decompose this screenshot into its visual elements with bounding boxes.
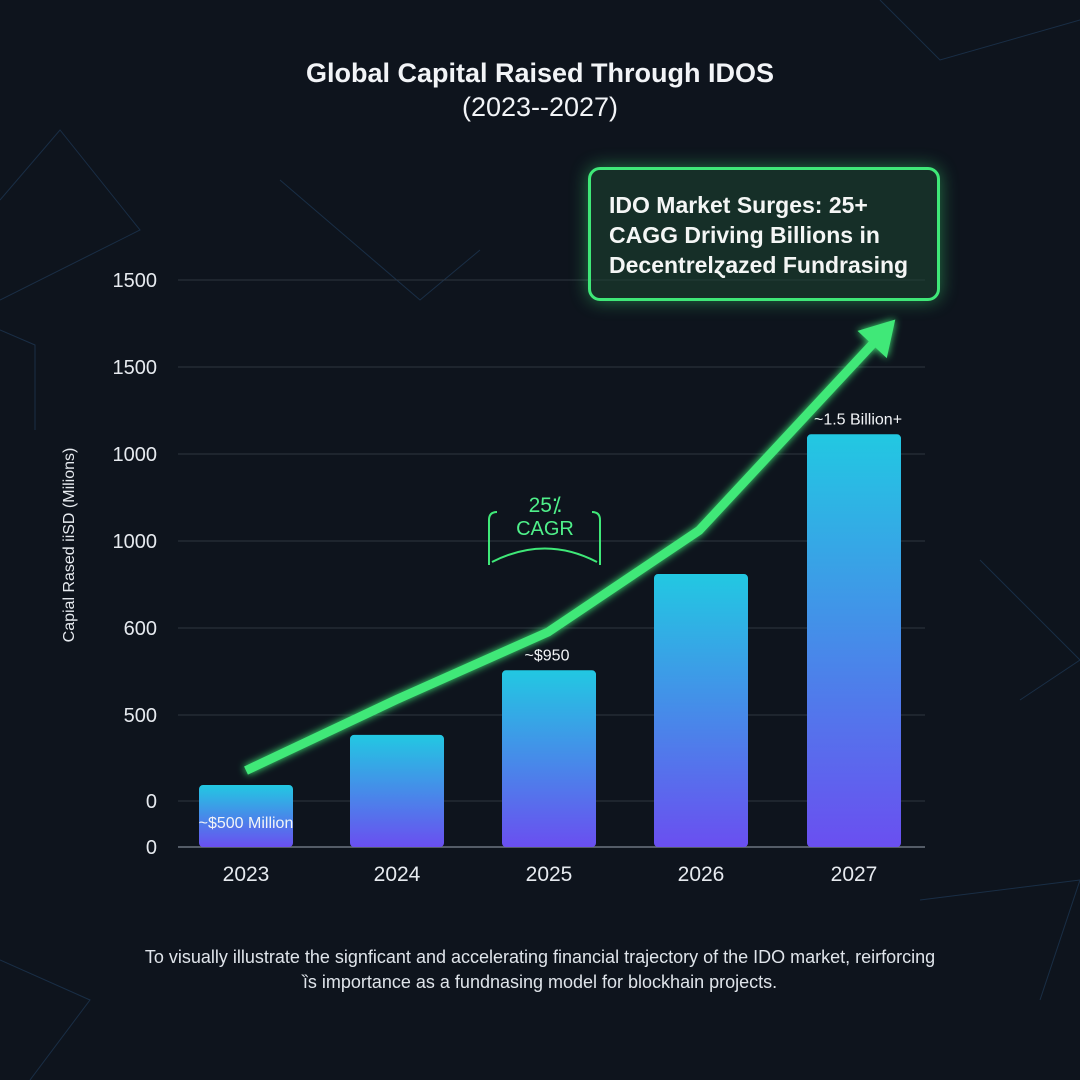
- x-tick-label: 2027: [831, 863, 878, 886]
- cagr-label: CAGR: [516, 518, 574, 540]
- bar-2027: [807, 434, 901, 847]
- y-tick-label: 1000: [113, 531, 158, 553]
- callout-line: CAGG Driving Billions in: [609, 222, 880, 248]
- y-tick-label: 1000: [113, 444, 158, 466]
- cagr-value: 25⁒: [529, 494, 562, 517]
- y-tick-label: 0: [146, 791, 157, 813]
- bar-value-label: ~$500 Million: [199, 815, 294, 832]
- y-tick-label: 0: [146, 837, 157, 859]
- bar-2023: [199, 785, 293, 847]
- trend-line: [244, 332, 884, 775]
- bar-2025: [502, 670, 596, 847]
- callout-line: IDO Market Surges: 25+: [609, 192, 868, 218]
- y-tick-label: 1500: [113, 357, 158, 379]
- trend-arrowhead-icon: [857, 319, 896, 359]
- y-axis-label: Capial Rased iiSD (Milions): [61, 448, 78, 643]
- y-tick-label: 1500: [113, 270, 158, 292]
- chart-subtitle: (2023--2027): [461, 92, 619, 122]
- caption-line-2: ȉs importance as a fundnasing model for …: [302, 972, 778, 992]
- callout-box: IDO Market Surges: 25+ CAGG Driving Bill…: [588, 167, 940, 301]
- x-tick-label: 2026: [678, 863, 725, 886]
- x-tick-label: 2025: [526, 863, 573, 886]
- chart-title: Global Capital Raised Through IDOS: [305, 58, 775, 88]
- x-tick-label: 2023: [223, 863, 270, 886]
- bar-value-label: ~1.5 Billion+: [814, 411, 902, 428]
- callout-line: Decentrelɀazed Fundrasing: [609, 252, 909, 278]
- bar-2026: [654, 574, 748, 847]
- y-tick-label: 500: [124, 705, 157, 727]
- bar-value-label: ~$950: [525, 647, 570, 664]
- cagr-badge: 25⁒ CAGR: [488, 494, 601, 565]
- caption: To visually illustrate the signficant an…: [100, 945, 980, 995]
- x-tick-label: 2024: [374, 863, 421, 886]
- y-tick-label: 600: [124, 618, 157, 640]
- bar-2024: [350, 734, 444, 847]
- caption-line-1: To visually illustrate the signficant an…: [144, 947, 936, 967]
